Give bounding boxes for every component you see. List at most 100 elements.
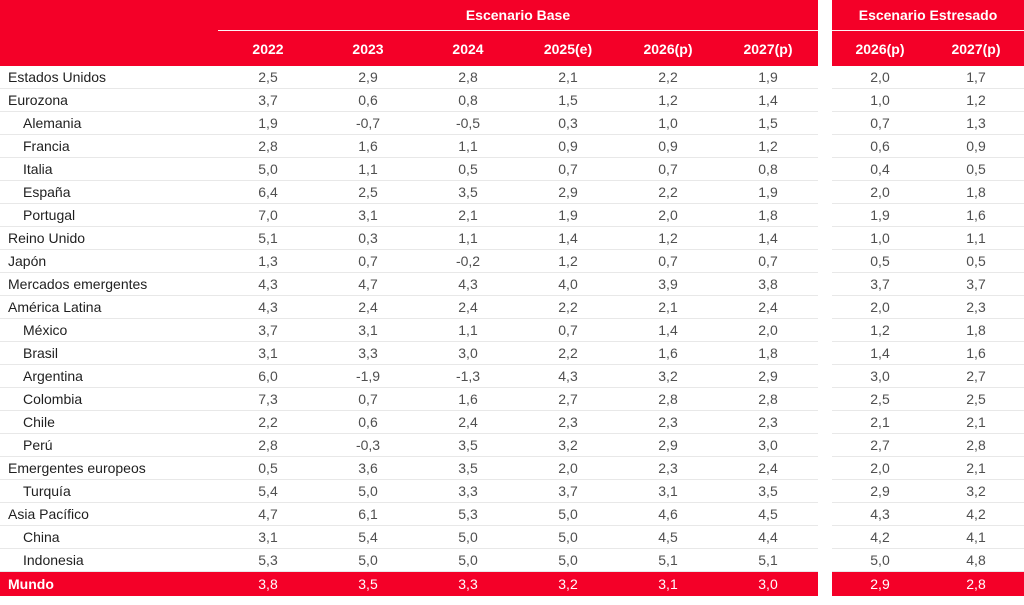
table-row: Colombia 7,3 0,7 1,6 2,7 2,8 2,8 2,5 2,5 — [0, 388, 1024, 411]
base-value-cell: 2,8 — [218, 434, 318, 457]
base-value-cell: 3,1 — [318, 204, 418, 227]
stressed-value-cell: 2,7 — [928, 365, 1024, 388]
stressed-value-cell: 2,7 — [832, 434, 928, 457]
stressed-value-cell: 1,1 — [928, 227, 1024, 250]
stressed-value-cell: 2,1 — [928, 457, 1024, 480]
stressed-value-cell: 2,0 — [832, 457, 928, 480]
year-column-header: 2023 — [352, 41, 384, 57]
stressed-value-cell: 3,2 — [928, 480, 1024, 503]
stressed-value-cell: 4,2 — [928, 503, 1024, 526]
base-value-cell: -0,7 — [318, 112, 418, 135]
scenario-gap-spacer — [818, 250, 832, 273]
stressed-value-cell: 1,6 — [928, 204, 1024, 227]
row-label: Indonesia — [0, 549, 218, 572]
table-row: Perú 2,8 -0,3 3,5 3,2 2,9 3,0 2,7 2,8 — [0, 434, 1024, 457]
stressed-value-cell: 2,0 — [832, 181, 928, 204]
stressed-value-cell: 1,0 — [832, 89, 928, 112]
base-value-cell: 2,2 — [518, 342, 618, 365]
base-value-cell: 4,3 — [218, 296, 318, 319]
base-value-cell: 2,1 — [418, 204, 518, 227]
stressed-year-columns: 2026(p) 2027(p) — [832, 32, 1024, 66]
base-value-cell: 3,5 — [718, 480, 818, 503]
row-label: Mundo — [0, 572, 218, 596]
base-value-cell: 1,8 — [718, 342, 818, 365]
scenario-gap-spacer — [818, 503, 832, 526]
row-label: Alemania — [0, 112, 218, 135]
base-value-cell: 0,6 — [318, 89, 418, 112]
base-value-cell: 2,3 — [718, 411, 818, 434]
scenario-gap-spacer — [818, 112, 832, 135]
base-value-cell: 0,7 — [318, 250, 418, 273]
table-row: Chile 2,2 0,6 2,4 2,3 2,3 2,3 2,1 2,1 — [0, 411, 1024, 434]
stressed-value-cell: 2,5 — [832, 388, 928, 411]
stressed-value-cell: 4,2 — [832, 526, 928, 549]
table-row: Alemania 1,9 -0,7 -0,5 0,3 1,0 1,5 0,7 1,3 — [0, 112, 1024, 135]
stressed-value-cell: 4,3 — [832, 503, 928, 526]
year-column-header: 2027(p) — [743, 41, 793, 57]
base-value-cell: 2,3 — [618, 457, 718, 480]
base-value-cell: -0,3 — [318, 434, 418, 457]
stressed-value-cell: 1,3 — [928, 112, 1024, 135]
stressed-scenario-title: Escenario Estresado — [832, 0, 1024, 31]
base-value-cell: 5,4 — [318, 526, 418, 549]
base-value-cell: 6,0 — [218, 365, 318, 388]
base-value-cell: 3,3 — [418, 572, 518, 596]
base-value-cell: 2,0 — [518, 457, 618, 480]
base-value-cell: 5,0 — [518, 526, 618, 549]
base-value-cell: 5,0 — [418, 549, 518, 572]
base-value-cell: 0,5 — [418, 158, 518, 181]
base-value-cell: 3,2 — [618, 365, 718, 388]
stressed-value-cell: 0,5 — [928, 158, 1024, 181]
base-value-cell: 2,0 — [718, 319, 818, 342]
base-value-cell: 5,0 — [218, 158, 318, 181]
base-value-cell: 3,1 — [618, 480, 718, 503]
scenario-gap-spacer — [818, 135, 832, 158]
stressed-value-cell: 2,9 — [832, 480, 928, 503]
scenario-gap-spacer — [818, 411, 832, 434]
base-value-cell: 3,7 — [218, 89, 318, 112]
base-value-cell: 2,4 — [318, 296, 418, 319]
base-value-cell: 3,0 — [718, 434, 818, 457]
scenario-gap-spacer — [818, 526, 832, 549]
base-scenario-title: Escenario Base — [218, 0, 818, 31]
table-row: Francia 2,8 1,6 1,1 0,9 0,9 1,2 0,6 0,9 — [0, 135, 1024, 158]
table-row: Portugal 7,0 3,1 2,1 1,9 2,0 1,8 1,9 1,6 — [0, 204, 1024, 227]
table-row: América Latina 4,3 2,4 2,4 2,2 2,1 2,4 2,0 2,3 — [0, 296, 1024, 319]
base-value-cell: 4,6 — [618, 503, 718, 526]
table-header: Escenario Base 2022 2023 2024 2025(e) 2026(p… — [0, 0, 1024, 66]
scenario-gap-spacer — [818, 227, 832, 250]
base-value-cell: 3,8 — [218, 572, 318, 596]
table-row: China 3,1 5,4 5,0 5,0 4,5 4,4 4,2 4,1 — [0, 526, 1024, 549]
table-row: Brasil 3,1 3,3 3,0 2,2 1,6 1,8 1,4 1,6 — [0, 342, 1024, 365]
stressed-value-cell: 0,9 — [928, 135, 1024, 158]
base-value-cell: 5,4 — [218, 480, 318, 503]
base-value-cell: 4,5 — [618, 526, 718, 549]
table-row: Asia Pacífico 4,7 6,1 5,3 5,0 4,6 4,5 4,3 4,2 — [0, 503, 1024, 526]
stressed-value-cell: 3,0 — [832, 365, 928, 388]
base-value-cell: 3,5 — [418, 457, 518, 480]
base-value-cell: 2,3 — [618, 411, 718, 434]
base-value-cell: 1,5 — [718, 112, 818, 135]
row-label: América Latina — [0, 296, 218, 319]
row-label: Italia — [0, 158, 218, 181]
base-value-cell: 1,4 — [718, 227, 818, 250]
base-value-cell: 6,4 — [218, 181, 318, 204]
base-value-cell: 2,1 — [518, 66, 618, 89]
base-value-cell: 7,0 — [218, 204, 318, 227]
row-label: Perú — [0, 434, 218, 457]
base-value-cell: 2,2 — [218, 411, 318, 434]
base-value-cell: 3,7 — [518, 480, 618, 503]
scenario-gap-spacer — [818, 549, 832, 572]
base-value-cell: 4,7 — [318, 273, 418, 296]
scenario-gap-spacer — [818, 572, 832, 596]
table-row: Mercados emergentes 4,3 4,7 4,3 4,0 3,9 3,8 3,7… — [0, 273, 1024, 296]
base-value-cell: -0,2 — [418, 250, 518, 273]
stressed-value-cell: 4,1 — [928, 526, 1024, 549]
base-value-cell: 3,0 — [718, 572, 818, 596]
stressed-value-cell: 5,0 — [832, 549, 928, 572]
base-value-cell: 1,4 — [618, 319, 718, 342]
stressed-value-cell: 2,0 — [832, 66, 928, 89]
base-value-cell: 0,7 — [518, 319, 618, 342]
base-value-cell: 2,2 — [518, 296, 618, 319]
base-value-cell: 5,3 — [418, 503, 518, 526]
